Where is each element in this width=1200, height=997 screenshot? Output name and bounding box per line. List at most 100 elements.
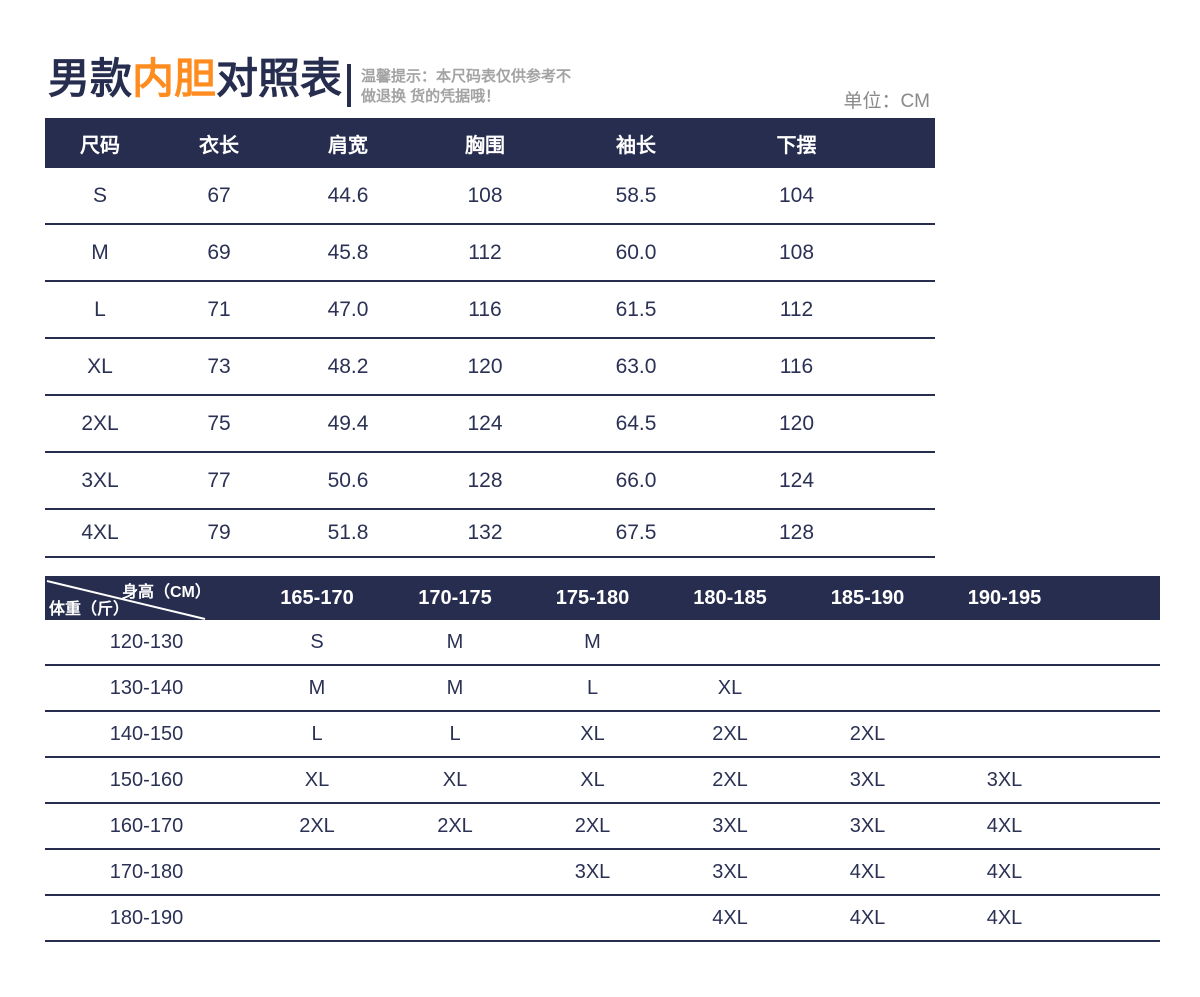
diagonal-line (46, 580, 206, 620)
fit-table-header-row: 身高（CM） 体重（斤） 165-170 170-175 175-180 180-18… (45, 576, 1160, 620)
fit-table-size-cell: M (524, 620, 661, 666)
size-table-cell: 64.5 (557, 395, 715, 453)
unit-label: 单位：CM (843, 91, 930, 112)
fit-table-cell-filler (1073, 895, 1160, 942)
fit-table-header-cell: 180-185 (661, 576, 799, 620)
size-table-head: 尺码 衣长 肩宽 胸围 袖长 下摆 (45, 118, 935, 168)
size-table-row: XL 73 48.2 120 63.0 116 (45, 338, 935, 396)
page-title-part1: 男款 (48, 55, 133, 102)
fit-table-weight-cell: 130-140 (45, 665, 248, 712)
fit-table-row: 130-140 M M L XL (45, 665, 1160, 712)
fit-table-size-cell: 3XL (799, 803, 936, 850)
fit-table-size-cell: 2XL (524, 803, 661, 850)
size-table-cell-filler (878, 168, 935, 225)
tip-note: 温馨提示：本尺码表仅供参考不 做退换 货的凭据哦！ (347, 64, 571, 107)
size-table-cell: 128 (715, 509, 878, 558)
fit-table-size-cell (248, 895, 386, 942)
size-table-cell-filler (878, 338, 935, 396)
fit-table-row: 120-130 S M M (45, 620, 1160, 666)
size-table-cell: 3XL (45, 452, 155, 510)
fit-table-size-cell (799, 665, 936, 712)
fit-table-size-cell: XL (661, 665, 799, 712)
corner-label-weight: 体重（斤） (49, 601, 130, 618)
fit-table-size-cell (936, 665, 1073, 712)
fit-table-row: 170-180 3XL 3XL 4XL 4XL (45, 849, 1160, 896)
size-table-header-cell: 肩宽 (283, 118, 413, 168)
fit-table-weight-cell: 140-150 (45, 711, 248, 758)
fit-table-header-cell: 170-175 (386, 576, 524, 620)
fit-table-header-cell: 175-180 (524, 576, 661, 620)
fit-table-weight-cell: 160-170 (45, 803, 248, 850)
fit-table-size-cell: 4XL (936, 849, 1073, 896)
size-table-row: 4XL 79 51.8 132 67.5 128 (45, 509, 935, 558)
fit-table-size-cell (386, 849, 524, 896)
fit-table-row: 150-160 XL XL XL 2XL 3XL 3XL (45, 757, 1160, 804)
size-table-header-cell: 衣长 (155, 118, 283, 168)
fit-table-size-cell: 2XL (661, 711, 799, 758)
fit-table-cell-filler (1073, 757, 1160, 804)
size-table-cell: 116 (715, 338, 878, 396)
size-table-cell: 112 (413, 224, 557, 282)
fit-table-size-cell: 4XL (936, 895, 1073, 942)
size-table-cell: 79 (155, 509, 283, 558)
fit-table-size-cell: XL (524, 757, 661, 804)
size-table-cell: 120 (413, 338, 557, 396)
fit-table-row: 160-170 2XL 2XL 2XL 3XL 3XL 4XL (45, 803, 1160, 850)
fit-table-header-filler (1073, 576, 1160, 620)
size-table-header-cell: 尺码 (45, 118, 155, 168)
size-table-cell: 124 (715, 452, 878, 510)
size-table-cell: 77 (155, 452, 283, 510)
fit-table-size-cell (386, 895, 524, 942)
size-table-cell: 61.5 (557, 281, 715, 339)
fit-table-size-cell: M (248, 665, 386, 712)
fit-table-size-cell: 4XL (661, 895, 799, 942)
size-table-cell: 73 (155, 338, 283, 396)
size-table-cell: 75 (155, 395, 283, 453)
size-table-header-cell: 袖长 (557, 118, 715, 168)
size-table-header-row: 尺码 衣长 肩宽 胸围 袖长 下摆 (45, 118, 935, 168)
size-table-cell: L (45, 281, 155, 339)
size-table-cell: 120 (715, 395, 878, 453)
size-table-cell: 128 (413, 452, 557, 510)
size-table-cell: 67 (155, 168, 283, 225)
fit-table-size-cell: 3XL (799, 757, 936, 804)
fit-table-size-cell: 3XL (524, 849, 661, 896)
size-table-cell: 50.6 (283, 452, 413, 510)
fit-table-size-cell: XL (248, 757, 386, 804)
size-table-cell: 124 (413, 395, 557, 453)
size-table-cell: 51.8 (283, 509, 413, 558)
size-table-row: M 69 45.8 112 60.0 108 (45, 224, 935, 282)
fit-table-size-cell: L (386, 711, 524, 758)
fit-table-weight-cell: 180-190 (45, 895, 248, 942)
size-table-cell: 58.5 (557, 168, 715, 225)
size-table-row: L 71 47.0 116 61.5 112 (45, 281, 935, 339)
size-table-cell-filler (878, 395, 935, 453)
size-table-cell: 71 (155, 281, 283, 339)
page-title-part2: 对照表 (216, 55, 343, 102)
fit-table-size-cell: 2XL (799, 711, 936, 758)
fit-table-size-cell: XL (524, 711, 661, 758)
size-table-cell: 2XL (45, 395, 155, 453)
size-table-cell-filler (878, 224, 935, 282)
fit-table-size-cell: 4XL (799, 849, 936, 896)
size-table-cell: 60.0 (557, 224, 715, 282)
size-table-cell: M (45, 224, 155, 282)
fit-table-header-cell: 190-195 (936, 576, 1073, 620)
fit-table-size-cell: 3XL (936, 757, 1073, 804)
size-table-cell: 112 (715, 281, 878, 339)
size-table-cell: 49.4 (283, 395, 413, 453)
fit-table-size-cell: XL (386, 757, 524, 804)
size-table-cell: 45.8 (283, 224, 413, 282)
fit-table-size-cell: S (248, 620, 386, 666)
fit-table: 身高（CM） 体重（斤） 165-170 170-175 175-180 180-18… (45, 576, 1160, 942)
size-table-cell: 48.2 (283, 338, 413, 396)
fit-table-size-cell: L (524, 665, 661, 712)
size-table-header-filler (878, 118, 935, 168)
tip-text: 温馨提示：本尺码表仅供参考不 做退换 货的凭据哦！ (361, 64, 571, 107)
size-table-cell: XL (45, 338, 155, 396)
fit-table-row: 140-150 L L XL 2XL 2XL (45, 711, 1160, 758)
fit-table-size-cell: 4XL (936, 803, 1073, 850)
size-table-body: S 67 44.6 108 58.5 104 M 69 45.8 112 60.0 108 L 71 47.… (45, 168, 935, 558)
size-table-cell: 44.6 (283, 168, 413, 225)
